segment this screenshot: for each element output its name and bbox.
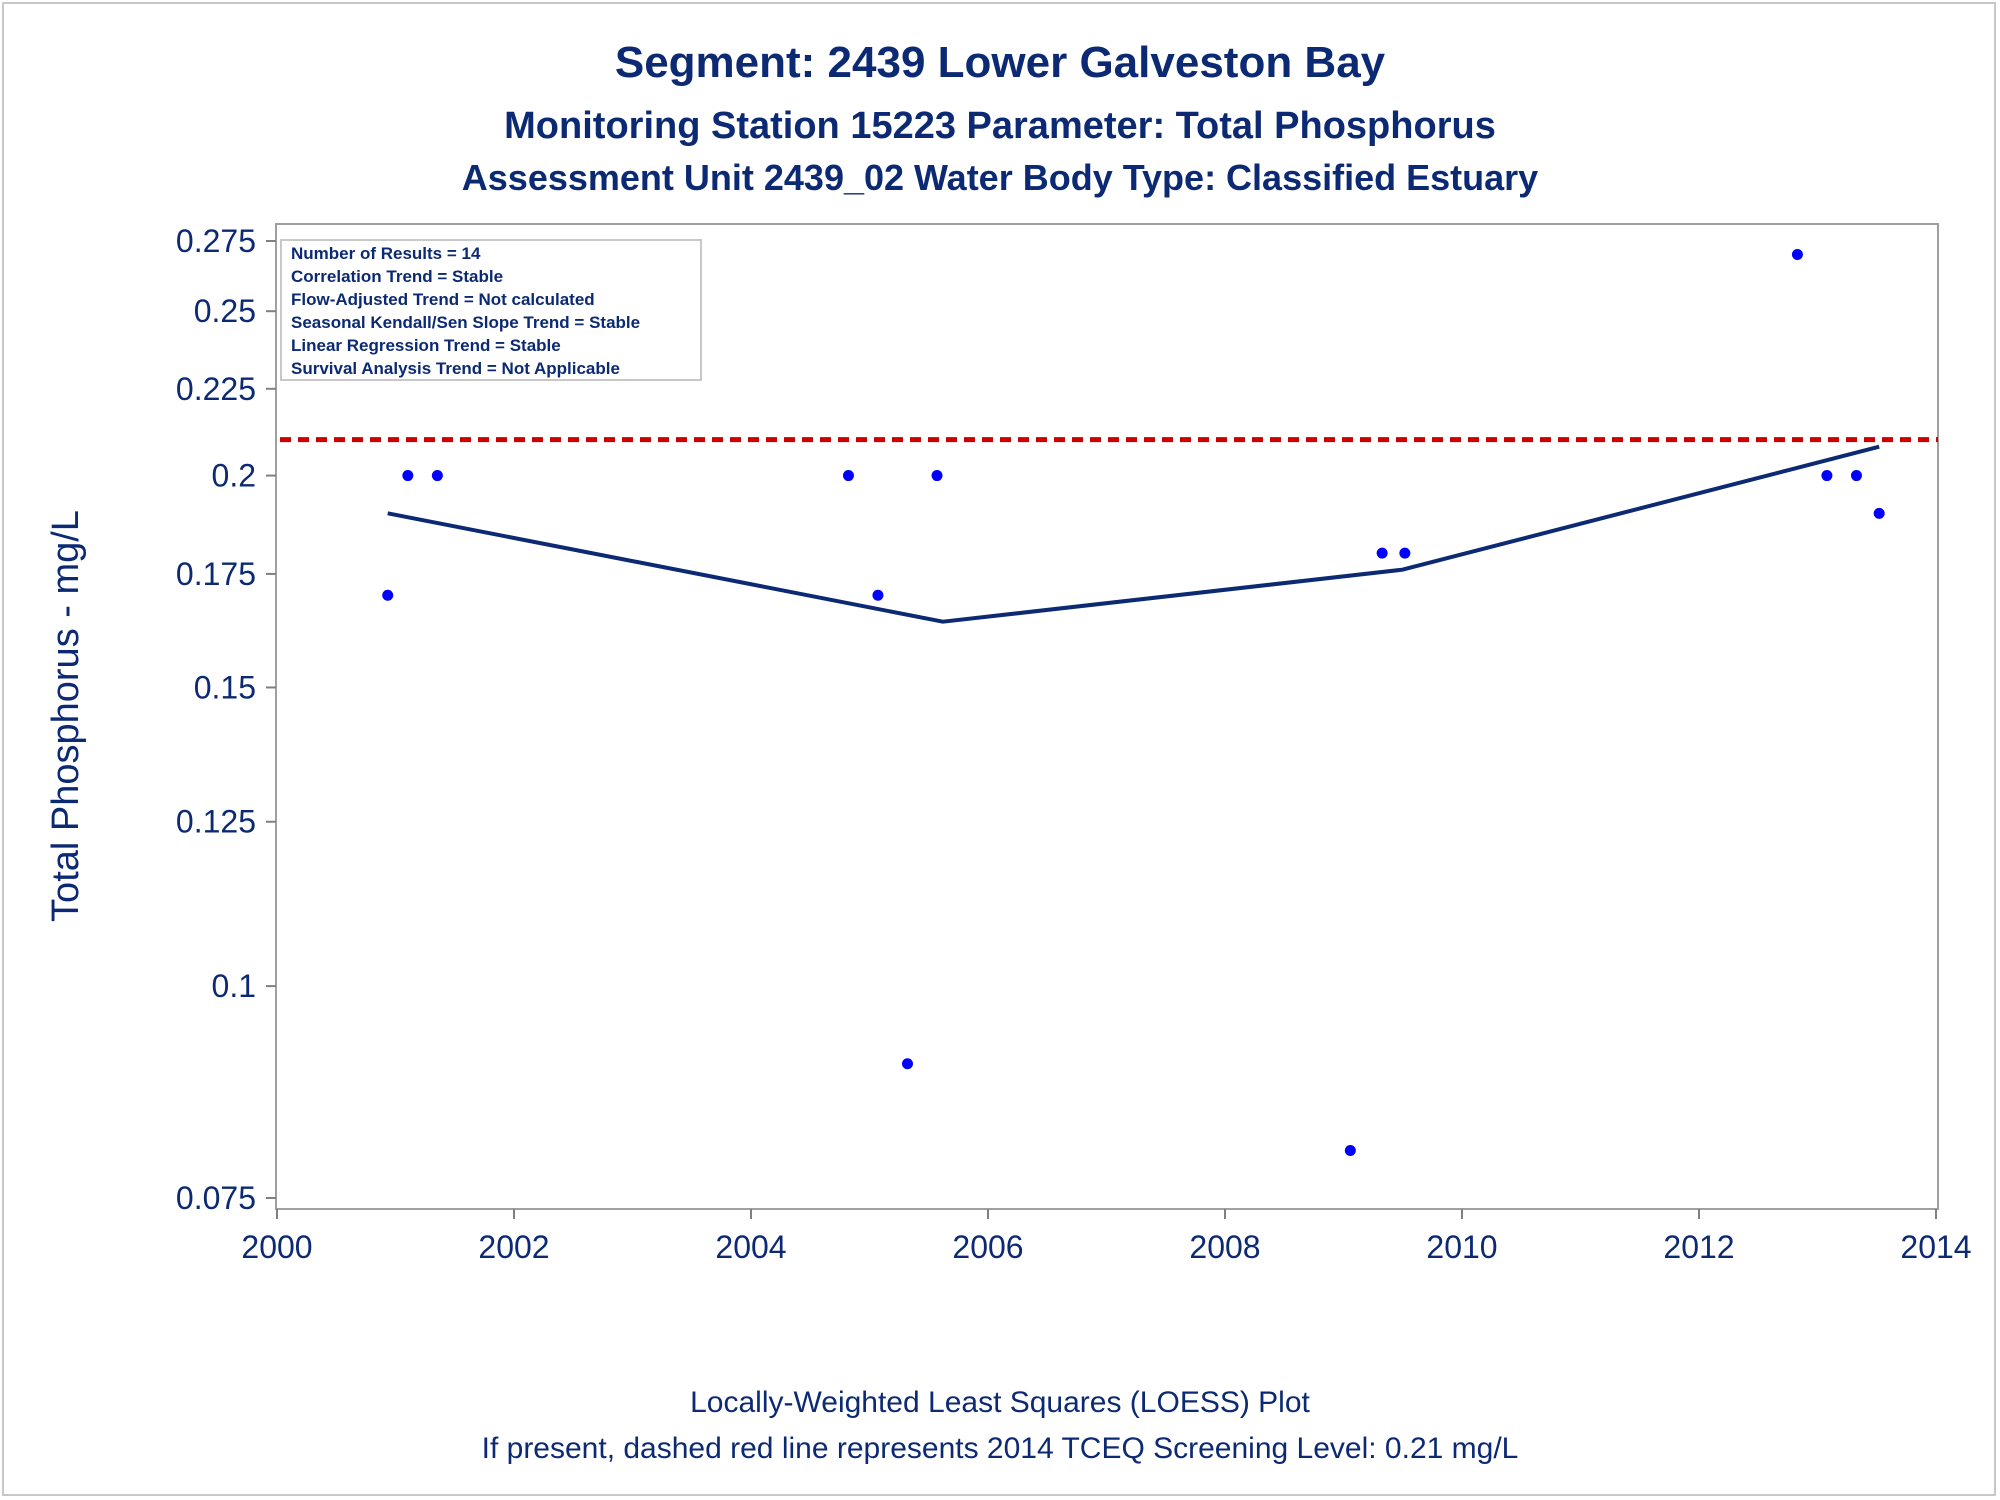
y-axis-title: Total Phosphorus - mg/L: [45, 510, 87, 922]
trend-summary-border: [280, 239, 702, 381]
chart-title: Segment: 2439 Lower Galveston Bay: [615, 38, 1386, 87]
y-tick-label: 0.2: [212, 458, 256, 494]
x-tick-label: 2012: [1663, 1229, 1734, 1265]
y-tick-label: 0.225: [176, 371, 256, 407]
chart-subtitle-1: Monitoring Station 15223 Parameter: Tota…: [504, 105, 1496, 147]
trend-summary-line: Seasonal Kendall/Sen Slope Trend = Stabl…: [291, 313, 640, 332]
y-tick-label: 0.25: [194, 293, 256, 329]
data-point: [1399, 547, 1411, 559]
data-point: [1821, 470, 1833, 482]
y-tick-label: 0.1: [212, 968, 256, 1004]
plot-marks: [280, 249, 1938, 1156]
x-tick-label: 2010: [1426, 1229, 1497, 1265]
chart-subtitle-2: Assessment Unit 2439_02 Water Body Type:…: [462, 157, 1538, 198]
data-point: [402, 470, 414, 482]
y-tick-label: 0.125: [176, 804, 256, 840]
data-point: [1376, 547, 1388, 559]
data-point: [931, 470, 943, 482]
x-tick-label: 2014: [1900, 1229, 1971, 1265]
trend-summary-box: Number of Results = 14 Correlation Trend…: [280, 239, 702, 381]
x-tick-label: 2008: [1189, 1229, 1260, 1265]
data-point: [872, 589, 884, 601]
trend-summary-line: Survival Analysis Trend = Not Applicable: [291, 359, 620, 378]
y-axis: 0.075 0.1 0.125 0.15 0.175 0.2 0.225 0.25 0.275: [176, 223, 276, 1216]
footnote-2: If present, dashed red line represents 2…: [482, 1432, 1519, 1465]
trend-summary-line: Linear Regression Trend = Stable: [291, 336, 561, 355]
data-point: [1850, 470, 1862, 482]
x-tick-label: 2004: [715, 1229, 786, 1265]
data-point: [1791, 249, 1803, 261]
trend-summary-line: Correlation Trend = Stable: [291, 267, 503, 286]
x-tick-label: 2002: [478, 1229, 549, 1265]
data-point: [431, 470, 443, 482]
x-axis: 2000 2002 2004 2006 2008 2010 2012 2014: [241, 1209, 1972, 1265]
y-tick-label: 0.175: [176, 556, 256, 592]
data-point: [382, 589, 394, 601]
data-point: [1344, 1144, 1356, 1156]
footnote-1: Locally-Weighted Least Squares (LOESS) P…: [690, 1386, 1310, 1419]
data-point: [842, 470, 854, 482]
trend-summary-line: Number of Results = 14: [291, 244, 481, 263]
loess-line: [387, 444, 1880, 624]
y-tick-label: 0.075: [176, 1180, 256, 1216]
x-tick-label: 2000: [241, 1229, 312, 1265]
x-tick-label: 2006: [952, 1229, 1023, 1265]
trend-summary-line: Flow-Adjusted Trend = Not calculated: [291, 290, 595, 309]
y-tick-label: 0.275: [176, 223, 256, 259]
data-point: [901, 1058, 913, 1070]
data-point: [1873, 507, 1885, 519]
plot-area: [275, 223, 1939, 1210]
y-tick-label: 0.15: [194, 669, 256, 705]
